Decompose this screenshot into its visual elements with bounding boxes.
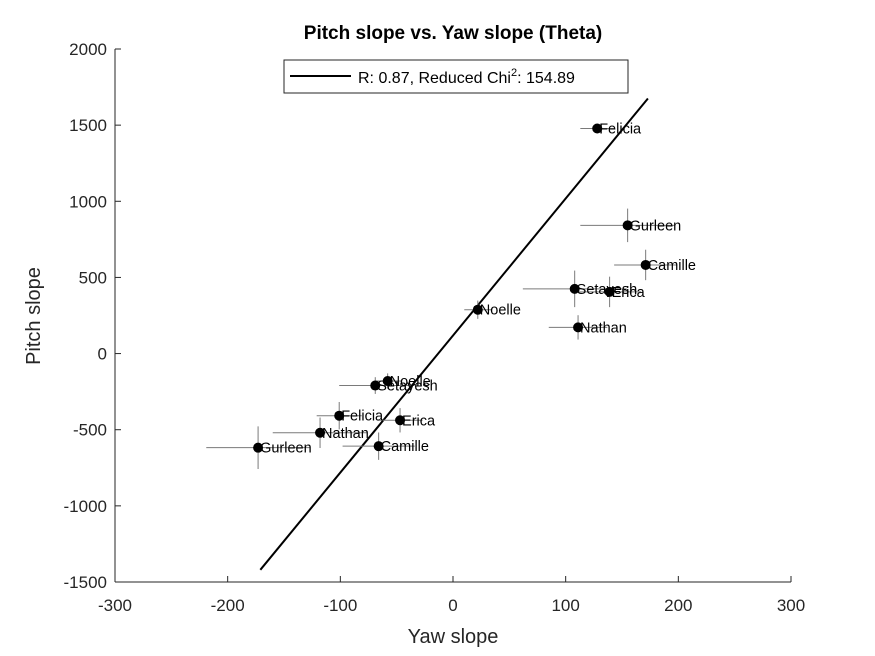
chart-title: Pitch slope vs. Yaw slope (Theta) xyxy=(304,23,602,44)
point-labels: FeliciaGurleenCamilleSetayeshEricaNathan… xyxy=(260,121,696,456)
point-label: Gurleen xyxy=(630,218,682,234)
point-label: Camille xyxy=(381,439,429,455)
y-tick-label: -1000 xyxy=(64,497,107,516)
point-label: Nathan xyxy=(580,320,627,336)
legend-text-suffix: : 154.89 xyxy=(517,70,575,87)
data-point xyxy=(622,220,633,231)
data-point xyxy=(640,259,651,270)
data-point xyxy=(604,286,615,297)
point-label: Setayesh xyxy=(377,379,437,395)
data-points xyxy=(253,123,651,453)
point-label: Setayesh xyxy=(577,282,637,298)
data-point xyxy=(315,427,326,438)
fit-line xyxy=(259,97,649,571)
data-point xyxy=(382,375,393,386)
y-tick-label: 500 xyxy=(79,268,107,287)
legend-text-superscript: 2 xyxy=(511,67,517,79)
point-label: Noelle xyxy=(390,374,431,390)
x-tick-label: -100 xyxy=(323,596,357,615)
x-tick-label: 200 xyxy=(664,596,692,615)
y-axis-title: Pitch slope xyxy=(23,267,45,365)
legend-text-prefix: R: 0.87, Reduced Chi xyxy=(358,70,511,87)
point-label: Gurleen xyxy=(260,441,312,457)
point-label: Erica xyxy=(402,413,436,429)
data-point xyxy=(373,441,384,452)
point-label: Nathan xyxy=(322,426,369,442)
y-tick-label: 1500 xyxy=(69,116,107,135)
point-label: Erica xyxy=(612,285,646,301)
data-point xyxy=(592,123,603,134)
data-point xyxy=(395,415,406,426)
point-label: Felicia xyxy=(341,409,384,425)
point-label: Camille xyxy=(648,258,696,274)
axes xyxy=(114,49,791,583)
point-label: Felicia xyxy=(599,121,642,137)
data-point xyxy=(253,442,264,453)
x-tick-label: 100 xyxy=(551,596,579,615)
point-label: Noelle xyxy=(480,303,521,319)
y-tick-label: -500 xyxy=(73,421,107,440)
y-tick-label: -1500 xyxy=(64,573,107,592)
legend-label: R: 0.87, Reduced Chi2: 154.89 xyxy=(358,67,575,87)
x-tick-label: 300 xyxy=(777,596,805,615)
y-tick-label: 2000 xyxy=(69,40,107,59)
data-point xyxy=(573,322,584,333)
legend: R: 0.87, Reduced Chi2: 154.89 xyxy=(283,59,629,94)
y-tick-label: 1000 xyxy=(69,192,107,211)
data-point xyxy=(569,283,580,294)
y-ticks: -1500 -1000 -500 0 500 1000 1500 2000 xyxy=(64,40,121,592)
x-ticks: -300 -200 -100 0 100 200 300 xyxy=(98,576,805,615)
x-axis-title: Yaw slope xyxy=(408,626,499,648)
data-point xyxy=(472,304,483,315)
x-tick-label: 0 xyxy=(448,596,457,615)
y-tick-label: 0 xyxy=(98,345,107,364)
data-point xyxy=(370,380,381,391)
x-tick-label: -200 xyxy=(211,596,245,615)
data-point xyxy=(334,410,345,421)
x-tick-label: -300 xyxy=(98,596,132,615)
